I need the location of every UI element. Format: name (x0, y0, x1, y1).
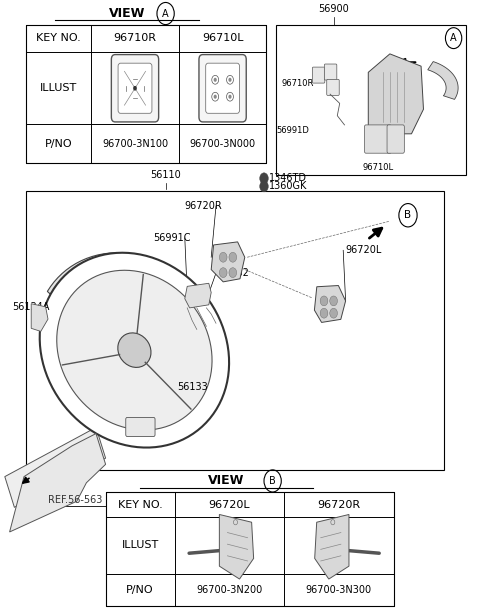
FancyBboxPatch shape (387, 125, 404, 153)
FancyBboxPatch shape (126, 418, 155, 437)
Text: 96720L: 96720L (346, 245, 382, 255)
Circle shape (214, 77, 217, 82)
FancyBboxPatch shape (118, 63, 152, 113)
Text: B: B (405, 210, 411, 220)
Text: 56110: 56110 (150, 170, 181, 180)
Text: A: A (450, 33, 457, 43)
Text: 96720R: 96720R (317, 499, 360, 509)
Text: P/NO: P/NO (126, 585, 154, 595)
Text: 56134A: 56134A (12, 303, 49, 312)
Polygon shape (5, 427, 106, 507)
Ellipse shape (118, 333, 151, 367)
Circle shape (228, 77, 231, 82)
Circle shape (260, 173, 268, 184)
Polygon shape (57, 270, 212, 430)
Text: 56900: 56900 (318, 4, 349, 14)
FancyBboxPatch shape (312, 67, 325, 83)
Text: 1346TD: 1346TD (269, 173, 307, 183)
Text: KEY NO.: KEY NO. (118, 499, 163, 509)
Text: B: B (269, 476, 276, 486)
FancyBboxPatch shape (26, 25, 266, 163)
Polygon shape (368, 54, 423, 134)
Text: 1360GK: 1360GK (269, 181, 307, 191)
Text: 96710R: 96710R (281, 79, 313, 87)
Text: KEY NO.: KEY NO. (36, 33, 81, 44)
Circle shape (229, 268, 237, 277)
Polygon shape (315, 515, 349, 579)
Text: 56182: 56182 (218, 268, 249, 278)
Circle shape (219, 268, 227, 277)
Polygon shape (31, 304, 48, 331)
Text: 96700-3N300: 96700-3N300 (306, 585, 372, 595)
Circle shape (320, 308, 328, 318)
Polygon shape (314, 285, 346, 322)
Text: VIEW: VIEW (208, 474, 245, 488)
Text: ILLUST: ILLUST (40, 83, 77, 93)
Text: 56991D: 56991D (276, 126, 309, 135)
FancyBboxPatch shape (106, 492, 394, 606)
Text: 96720R: 96720R (185, 201, 223, 211)
FancyBboxPatch shape (205, 63, 240, 113)
Circle shape (133, 86, 137, 90)
Polygon shape (219, 515, 253, 579)
Polygon shape (185, 284, 211, 308)
Text: 96710R: 96710R (113, 33, 156, 44)
Circle shape (214, 95, 217, 99)
FancyBboxPatch shape (324, 64, 337, 80)
FancyBboxPatch shape (199, 55, 246, 122)
Text: 96720L: 96720L (209, 499, 250, 509)
Polygon shape (40, 253, 229, 448)
Polygon shape (10, 434, 106, 532)
Text: 96710L: 96710L (362, 164, 394, 172)
FancyBboxPatch shape (111, 55, 158, 122)
Polygon shape (428, 62, 458, 100)
Text: ILLUST: ILLUST (121, 541, 159, 550)
Circle shape (330, 308, 337, 318)
Text: 56133: 56133 (178, 382, 208, 392)
Polygon shape (48, 253, 224, 424)
Circle shape (219, 252, 227, 262)
FancyBboxPatch shape (276, 25, 466, 175)
Text: P/NO: P/NO (45, 138, 72, 149)
Circle shape (330, 296, 337, 306)
FancyBboxPatch shape (327, 79, 339, 95)
Text: 96710L: 96710L (202, 33, 243, 44)
FancyBboxPatch shape (364, 125, 391, 153)
Circle shape (320, 296, 328, 306)
Text: A: A (162, 9, 169, 18)
Polygon shape (211, 242, 245, 282)
Text: VIEW: VIEW (109, 7, 145, 20)
FancyBboxPatch shape (26, 191, 444, 470)
Text: REF.56-563: REF.56-563 (48, 495, 102, 505)
Circle shape (228, 95, 231, 99)
Circle shape (260, 181, 268, 192)
Text: 96700-3N200: 96700-3N200 (196, 585, 263, 595)
Circle shape (229, 252, 237, 262)
Text: 96700-3N000: 96700-3N000 (190, 138, 256, 149)
Text: 96700-3N100: 96700-3N100 (102, 138, 168, 149)
Text: 56991C: 56991C (154, 233, 191, 243)
